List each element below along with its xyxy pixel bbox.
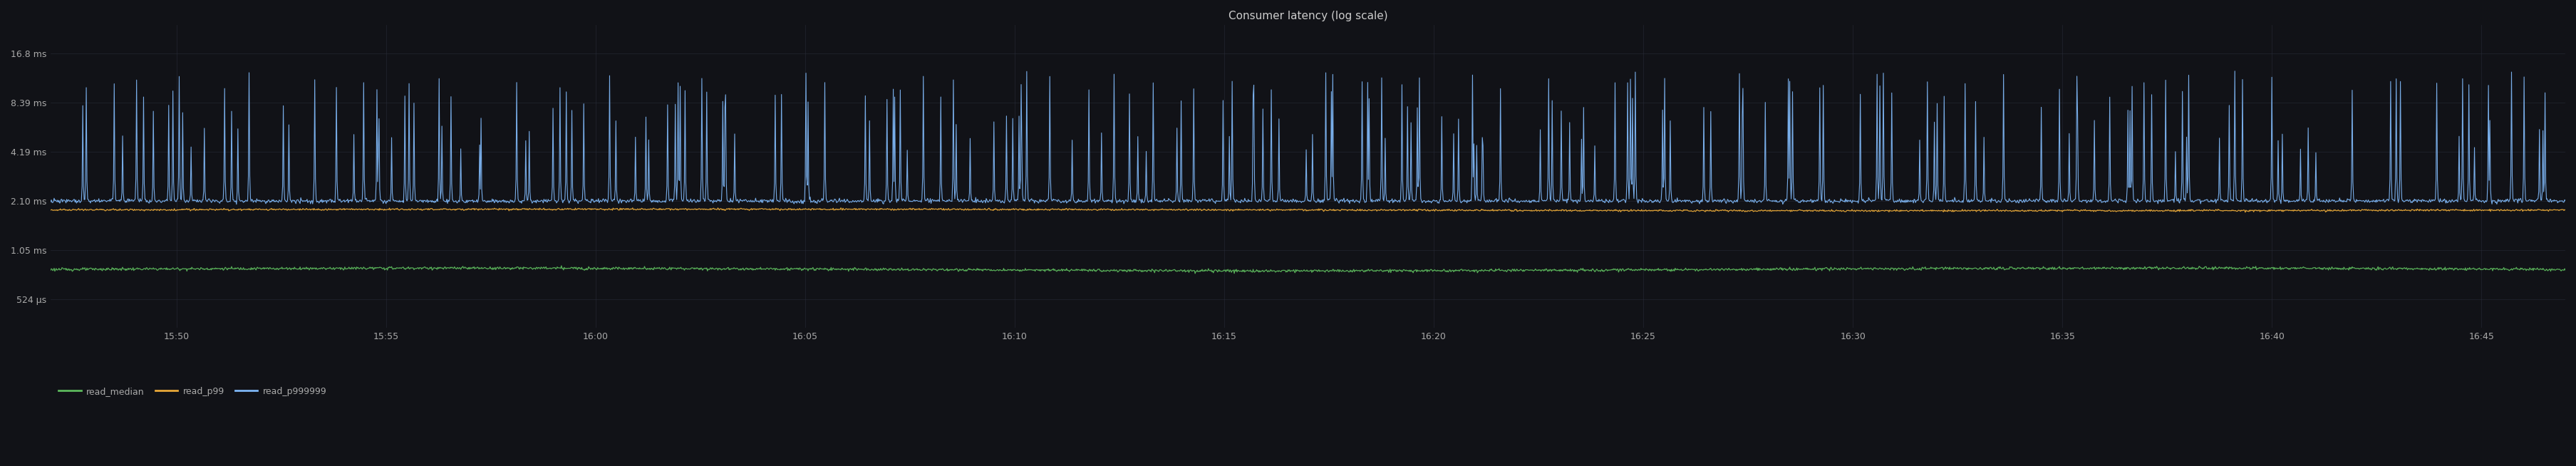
Legend: read_median, read_p99, read_p999999: read_median, read_p99, read_p999999 — [54, 383, 330, 399]
Title: Consumer latency (log scale): Consumer latency (log scale) — [1229, 11, 1388, 21]
